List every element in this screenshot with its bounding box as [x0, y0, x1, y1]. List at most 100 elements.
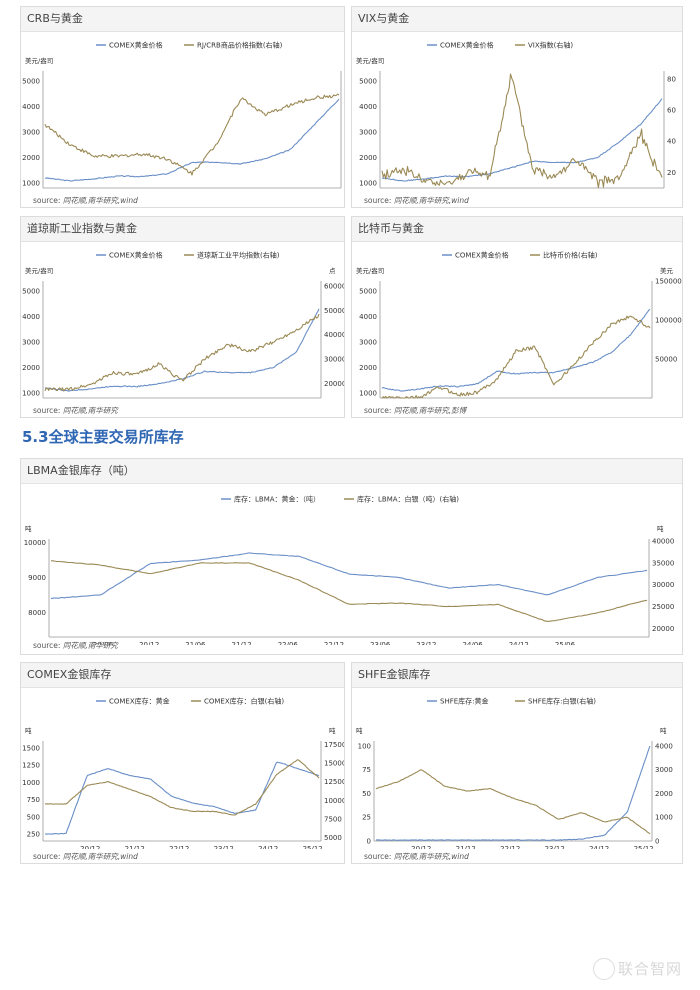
- legend-label-0: COMEX黄金价格: [440, 41, 494, 50]
- legend-label-1: 道琼斯工业平均指数(右轴): [197, 251, 280, 260]
- x-tick-5: 25/12: [303, 845, 323, 849]
- left-tick-1: 4000: [22, 103, 40, 111]
- x-tick-3: 23/12: [214, 845, 234, 849]
- djia-source: source: 同花顺,南华研究: [33, 405, 118, 416]
- left-tick-5: 250: [27, 831, 40, 839]
- left-tick-4: 1000: [359, 179, 377, 187]
- series-line-0: [381, 98, 663, 182]
- btc-panel-title: 比特币与黄金: [352, 217, 682, 242]
- x-tick-4: 24/12: [589, 845, 609, 849]
- left-unit: 吨: [25, 726, 32, 735]
- right-tick-0: 40000: [652, 538, 674, 546]
- x-tick-4: 23/12: [268, 192, 288, 193]
- x-tick-5: 25/12: [634, 845, 654, 849]
- right-tick-0: 60000: [324, 282, 344, 290]
- legend-label-1: VIX指数(右轴): [528, 41, 573, 50]
- left-tick-2: 8000: [28, 609, 46, 617]
- x-tick-1: 20/12: [139, 641, 159, 645]
- left-tick-4: 1000: [359, 389, 377, 397]
- x-tick-2: 19/12: [159, 192, 179, 193]
- crb-source-label: source:: [33, 196, 61, 205]
- legend-label-1: COMEX库存：白银(右轴): [204, 697, 284, 706]
- x-tick-5: 25/12: [645, 192, 665, 193]
- x-tick-8: 24/06: [463, 641, 484, 645]
- x-tick-0: 15/12: [387, 192, 407, 193]
- right-unit: 吨: [329, 726, 336, 735]
- left-tick-0: 5000: [359, 288, 377, 296]
- watermark: 联合智网: [592, 958, 682, 980]
- legend-label-0: SHFE库存:黄金: [440, 697, 489, 706]
- right-tick-0: 17500: [324, 741, 344, 749]
- x-tick-4: 23/12: [252, 402, 272, 403]
- vix-source-label: source:: [364, 196, 392, 205]
- left-tick-0: 100: [358, 742, 371, 750]
- vix-panel: VIX与黄金 COMEX黄金价格 VIX指数(右轴) 美元/盎司 5000 4000 30…: [351, 6, 683, 208]
- lbma-source-text: 同花顺,南华研究: [62, 641, 118, 650]
- x-tick-3: 21/12: [535, 402, 555, 403]
- right-tick-4: 20000: [652, 625, 674, 633]
- comex-panel-title: COMEX金银库存: [21, 663, 344, 688]
- left-unit: 美元/盎司: [356, 266, 384, 275]
- x-tick-5: 22/12: [324, 641, 344, 645]
- left-unit: 吨: [25, 524, 32, 533]
- x-tick-6: 23/06: [370, 641, 391, 645]
- right-tick-3: 20: [667, 169, 676, 177]
- left-tick-0: 5000: [22, 288, 40, 296]
- left-tick-0: 10000: [24, 539, 46, 547]
- left-tick-2: 3000: [22, 339, 40, 347]
- vix-chart: COMEX黄金价格 VIX指数(右轴) 美元/盎司 5000 4000 3000 2000 1…: [356, 41, 676, 194]
- btc-source-text: 同花顺,南华研究,彭博: [393, 406, 467, 415]
- watermark-text: 联合智网: [617, 959, 682, 978]
- left-tick-2: 50: [362, 790, 371, 798]
- x-tick-9: 24/12: [509, 641, 529, 645]
- comex-panel: COMEX金银库存 COMEX库存：黄金 COMEX库存：白银(右轴) 吨 吨 1500…: [20, 662, 345, 864]
- left-tick-2: 1000: [22, 779, 40, 787]
- comex-source-label: source:: [33, 852, 61, 861]
- shfe-source-text: 同花顺,南华研究,wind: [393, 852, 469, 861]
- lbma-chart: 库存：LBMA：黄金：（吨） 库存：LBMA：白银（吨）(右轴) 吨 吨 10000 90…: [24, 495, 675, 646]
- right-unit: 美元: [660, 266, 674, 275]
- series-line-1: [44, 759, 320, 816]
- left-tick-0: 1500: [22, 744, 40, 752]
- btc-source: source: 同花顺,南华研究,彭博: [364, 405, 466, 416]
- x-tick-4: 23/12: [584, 402, 604, 403]
- left-tick-3: 25: [362, 814, 371, 822]
- x-tick-1: 17/12: [105, 192, 125, 193]
- left-tick-4: 500: [27, 813, 40, 821]
- left-tick-1: 4000: [22, 313, 40, 321]
- lbma-source-label: source:: [33, 641, 61, 650]
- crb-panel: CRB与黄金 COMEX黄金价格 RJ/CRB商品价格指数(右轴) 美元/盎司 500…: [20, 6, 345, 208]
- legend-label-0: 库存：LBMA：黄金：（吨）: [234, 495, 320, 504]
- right-tick-1: 100000: [655, 317, 682, 325]
- x-tick-3: 21/12: [232, 641, 252, 645]
- x-tick-3: 21/12: [201, 402, 221, 403]
- crb-panel-title: CRB与黄金: [21, 7, 344, 32]
- x-tick-3: 21/12: [542, 192, 562, 193]
- right-tick-0: 80: [667, 75, 676, 83]
- left-tick-3: 750: [27, 796, 40, 804]
- btc-chart: COMEX黄金价格 比特币价格(右轴) 美元/盎司 美元 5000 4000 3000 200…: [356, 251, 682, 404]
- lbma-source: source: 同花顺,南华研究: [33, 640, 118, 651]
- series-line-0: [381, 308, 651, 392]
- x-tick-0: 20/12: [80, 845, 100, 849]
- right-tick-1: 50000: [324, 307, 344, 315]
- legend-label-1: SHFE库存:白银(右轴): [528, 697, 596, 706]
- right-tick-3: 10000: [324, 797, 344, 805]
- left-tick-1: 9000: [28, 574, 46, 582]
- lbma-panel-title: LBMA金银库存（吨）: [21, 459, 682, 484]
- shfe-source-label: source:: [364, 852, 392, 861]
- djia-chart: COMEX黄金价格 道琼斯工业平均指数(右轴) 美元/盎司 点 5000 4000 3000…: [22, 251, 344, 404]
- series-line-1: [44, 313, 320, 392]
- left-tick-3: 2000: [359, 364, 377, 372]
- x-tick-0: 20/12: [411, 845, 431, 849]
- series-line-0: [50, 552, 648, 600]
- right-tick-2: 30000: [652, 581, 674, 589]
- left-unit: 美元/盎司: [356, 56, 384, 65]
- left-tick-3: 2000: [22, 154, 40, 162]
- right-tick-3: 30000: [324, 356, 344, 364]
- right-unit: 吨: [657, 524, 664, 533]
- left-tick-1: 4000: [359, 313, 377, 321]
- series-line-0: [376, 745, 651, 841]
- right-tick-4: 20000: [324, 380, 344, 388]
- x-tick-3: 23/12: [545, 845, 565, 849]
